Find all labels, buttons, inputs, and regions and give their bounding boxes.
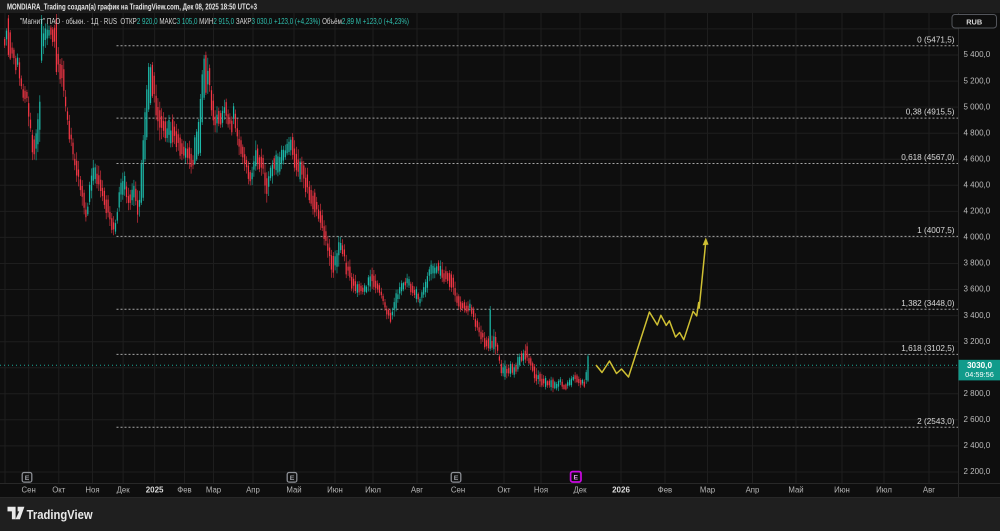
- svg-text:2025: 2025: [146, 485, 164, 494]
- svg-text:Авг: Авг: [923, 485, 935, 494]
- svg-text:4 800,0: 4 800,0: [964, 128, 991, 137]
- svg-text:2 200,0: 2 200,0: [964, 467, 991, 476]
- svg-text:1,382 (3448,0): 1,382 (3448,0): [901, 299, 955, 308]
- svg-text:3030,0: 3030,0: [967, 361, 992, 370]
- svg-text:0,38 (4915,5): 0,38 (4915,5): [906, 108, 955, 117]
- svg-text:RUB: RUB: [966, 17, 982, 26]
- svg-text:Окт: Окт: [497, 485, 511, 494]
- svg-text:Сен: Сен: [451, 485, 465, 494]
- svg-text:Фев: Фев: [658, 485, 672, 494]
- svg-text:Авг: Авг: [411, 485, 423, 494]
- svg-text:3 800,0: 3 800,0: [964, 259, 991, 268]
- svg-text:Окт: Окт: [52, 485, 66, 494]
- svg-text:1,618 (3102,5): 1,618 (3102,5): [901, 344, 955, 353]
- svg-text:Дек: Дек: [117, 485, 131, 494]
- svg-text:Май: Май: [788, 485, 803, 494]
- svg-text:0 (5471,5): 0 (5471,5): [917, 35, 955, 44]
- svg-text:"Магнит" ПАО · обыкн. · 1Д · R: "Магнит" ПАО · обыкн. · 1Д · RUS ОТКР2 9…: [20, 17, 409, 26]
- svg-text:4 000,0: 4 000,0: [964, 233, 991, 242]
- svg-text:2026: 2026: [612, 485, 630, 494]
- svg-text:Фев: Фев: [177, 485, 191, 494]
- svg-text:5 400,0: 5 400,0: [964, 50, 991, 59]
- svg-text:3 400,0: 3 400,0: [964, 311, 991, 320]
- svg-text:4 400,0: 4 400,0: [964, 181, 991, 190]
- svg-text:E: E: [574, 474, 579, 481]
- svg-text:Апр: Апр: [246, 485, 260, 494]
- svg-text:TradingView: TradingView: [27, 507, 93, 522]
- svg-text:Май: Май: [286, 485, 301, 494]
- svg-text:E: E: [290, 475, 295, 482]
- svg-text:Июн: Июн: [327, 485, 343, 494]
- svg-text:Июл: Июл: [876, 485, 892, 494]
- svg-text:Мар: Мар: [700, 485, 716, 494]
- svg-text:3 600,0: 3 600,0: [964, 285, 991, 294]
- svg-text:5 200,0: 5 200,0: [964, 76, 991, 85]
- svg-text:Дек: Дек: [573, 485, 587, 494]
- svg-text:Июл: Июл: [365, 485, 381, 494]
- svg-text:MONDIARA_Trading создал(а) гра: MONDIARA_Trading создал(а) график на Tra…: [7, 3, 257, 12]
- svg-text:Ноя: Ноя: [534, 485, 548, 494]
- svg-text:Апр: Апр: [746, 485, 760, 494]
- svg-text:4 600,0: 4 600,0: [964, 154, 991, 163]
- svg-text:2 400,0: 2 400,0: [964, 441, 991, 450]
- svg-text:Мар: Мар: [206, 485, 222, 494]
- svg-text:5 000,0: 5 000,0: [964, 102, 991, 111]
- svg-text:Ноя: Ноя: [85, 485, 99, 494]
- svg-text:1 (4007,5): 1 (4007,5): [917, 226, 955, 235]
- svg-text:E: E: [25, 475, 30, 482]
- svg-text:04:59:56: 04:59:56: [965, 370, 994, 379]
- svg-text:2 (2543,0): 2 (2543,0): [917, 417, 955, 426]
- svg-text:3 200,0: 3 200,0: [964, 337, 991, 346]
- svg-text:Июн: Июн: [834, 485, 850, 494]
- svg-text:2 800,0: 2 800,0: [964, 389, 991, 398]
- svg-text:4 200,0: 4 200,0: [964, 207, 991, 216]
- svg-text:0,618 (4567,0): 0,618 (4567,0): [901, 153, 955, 162]
- svg-text:E: E: [454, 475, 459, 482]
- svg-text:Сен: Сен: [22, 485, 36, 494]
- svg-text:2 600,0: 2 600,0: [964, 415, 991, 424]
